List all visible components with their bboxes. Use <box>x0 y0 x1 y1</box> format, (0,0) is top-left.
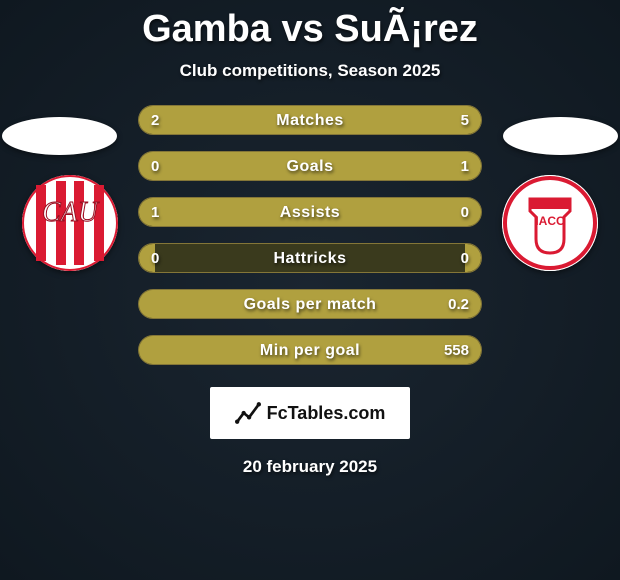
stat-value-left: 0 <box>151 152 159 181</box>
club-crest-right-icon: IACC <box>502 175 598 271</box>
brand-logo-icon <box>235 400 261 426</box>
stat-value-right: 0.2 <box>448 290 469 319</box>
stat-label: Matches <box>139 106 481 135</box>
stat-value-right: 1 <box>461 152 469 181</box>
stat-label: Assists <box>139 198 481 227</box>
stat-value-right: 0 <box>461 244 469 273</box>
stat-bar: Min per goal558 <box>138 335 482 365</box>
stat-label: Goals per match <box>139 290 481 319</box>
player-photo-placeholder-left <box>2 117 117 155</box>
stat-bars: Matches25Goals01Assists10Hattricks00Goal… <box>138 105 482 365</box>
stat-value-right: 558 <box>444 336 469 365</box>
crest-left-text: CAU <box>42 197 100 228</box>
stat-value-right: 5 <box>461 106 469 135</box>
club-crest-right: IACC <box>502 175 598 271</box>
stat-bar: Hattricks0 0 <box>138 243 482 273</box>
club-crest-left-icon: CAU <box>22 175 118 271</box>
stat-value-left: 1 <box>151 198 159 227</box>
stat-label: Goals <box>139 152 481 181</box>
stat-label: Hattricks <box>139 244 481 273</box>
brand-logo: FcTables.com <box>210 387 410 439</box>
stat-value-right: 0 <box>461 198 469 227</box>
date-text: 20 february 2025 <box>0 457 620 477</box>
stat-bar: Matches2 5 <box>138 105 482 135</box>
subtitle: Club competitions, Season 2025 <box>0 61 620 81</box>
page-title: Gamba vs SuÃ¡rez <box>0 0 620 51</box>
stat-bar: Goals0 1 <box>138 151 482 181</box>
club-crest-left: CAU <box>22 175 118 271</box>
comparison-arena: CAU IACC Matches25Goals01Assists10Hattri… <box>0 105 620 365</box>
brand-text: FcTables.com <box>267 403 386 424</box>
crest-right-text: IACC <box>535 214 565 228</box>
stat-label: Min per goal <box>139 336 481 365</box>
stat-value-left: 0 <box>151 244 159 273</box>
stat-value-left: 2 <box>151 106 159 135</box>
stat-bar: Assists1 0 <box>138 197 482 227</box>
player-photo-placeholder-right <box>503 117 618 155</box>
stat-bar: Goals per match0.2 <box>138 289 482 319</box>
